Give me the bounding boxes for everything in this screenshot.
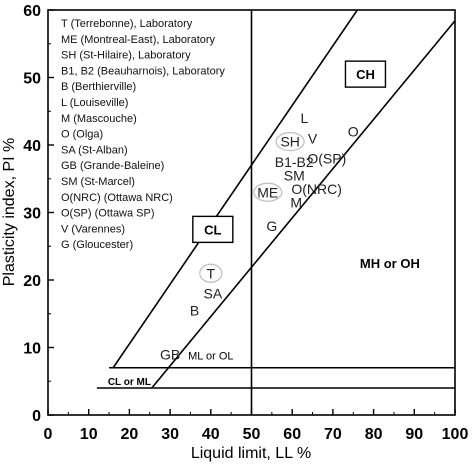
point-v: V — [308, 130, 318, 146]
point-b: B — [190, 302, 199, 318]
x-tick-label: 0 — [44, 426, 53, 443]
point-g: G — [266, 218, 277, 234]
point-me: ME — [257, 184, 278, 200]
x-tick-label: 50 — [243, 426, 261, 443]
point-b1-b2: B1-B2 — [275, 154, 314, 170]
point-o-nrc: O(NRC) — [291, 181, 342, 197]
y-tick-label: 30 — [23, 206, 41, 223]
legend-entry: O (Olga) — [61, 129, 103, 141]
legend-entry: O(NRC) (Ottawa NRC) — [61, 192, 173, 204]
zone-label-cl: CL — [204, 222, 221, 237]
legend-entry: SH (St-Hilaire), Laboratory — [61, 50, 191, 62]
point-circle-me — [253, 182, 283, 202]
ref-line-a-line — [151, 20, 455, 389]
point-m: M — [290, 194, 302, 210]
y-tick-label: 50 — [23, 71, 41, 88]
x-tick-label: 30 — [161, 426, 179, 443]
zone-label-mh-or-oh: MH or OH — [360, 256, 420, 271]
y-axis-label: Plasticity index, PI % — [1, 138, 18, 287]
x-tick-label: 10 — [80, 426, 98, 443]
legend-entry: G (Gloucester) — [61, 239, 133, 251]
point-l: L — [301, 110, 309, 126]
point-t: T — [207, 265, 216, 281]
y-tick-label: 10 — [23, 341, 41, 358]
legend-entry: SA (St-Alban) — [61, 144, 128, 156]
legend-entry: B (Berthierville) — [61, 81, 136, 93]
point-o: O — [348, 124, 359, 140]
ref-line-u-line — [112, 10, 358, 369]
point-circle-sh — [275, 132, 305, 152]
x-tick-label: 80 — [365, 426, 383, 443]
zone-label-cl-or-ml: CL or ML — [108, 377, 151, 388]
legend-entry: ME (Montreal-East), Laboratory — [61, 34, 216, 46]
legend-entry: B1, B2 (Beauharnois), Laboratory — [61, 65, 225, 77]
x-axis-label: Liquid limit, LL % — [191, 445, 311, 462]
point-gb: GB — [160, 346, 180, 362]
x-tick-label: 90 — [405, 426, 423, 443]
zone-box-ch — [344, 60, 387, 88]
point-circle-t — [199, 263, 223, 283]
legend-entry: M (Mascouche) — [61, 113, 137, 125]
legend-entry: T (Terrebonne), Laboratory — [61, 18, 193, 30]
point-o-sp: O(SP) — [307, 151, 346, 167]
legend-entry: SM (St-Marcel) — [61, 176, 135, 188]
y-tick-label: 20 — [23, 273, 41, 290]
x-tick-label: 40 — [202, 426, 220, 443]
y-tick-label: 60 — [23, 3, 41, 20]
x-tick-label: 70 — [324, 426, 342, 443]
point-sa: SA — [203, 286, 222, 302]
point-sh: SH — [280, 134, 299, 150]
y-tick-label: 40 — [23, 138, 41, 155]
zone-box-cl — [192, 215, 234, 244]
x-tick-label: 100 — [442, 426, 469, 443]
x-tick-label: 60 — [283, 426, 301, 443]
y-tick-label: 0 — [32, 408, 41, 425]
legend-entry: GB (Grande-Baleine) — [61, 160, 164, 172]
legend-entry: L (Louiseville) — [61, 97, 128, 109]
legend-entry: V (Varennes) — [61, 223, 125, 235]
zone-label-ch: CH — [356, 67, 375, 82]
legend-entry: O(SP) (Ottawa SP) — [61, 208, 155, 220]
legend: T (Terrebonne), Laboratory ME (Montreal-E… — [61, 18, 225, 251]
zone-label-ml-or-ol: ML or OL — [188, 350, 233, 362]
x-tick-label: 20 — [121, 426, 139, 443]
point-sm: SM — [284, 167, 305, 183]
